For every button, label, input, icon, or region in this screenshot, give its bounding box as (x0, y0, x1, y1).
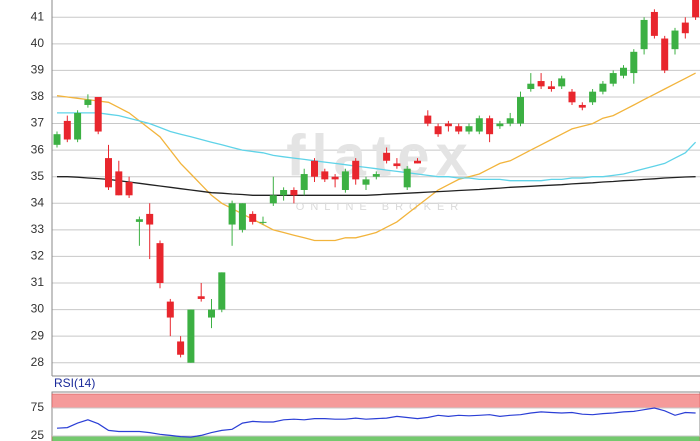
y-tick-label: 38 (31, 89, 45, 103)
candle-body (269, 195, 277, 204)
candle-body (187, 309, 195, 363)
candle-body (650, 11, 658, 36)
y-tick-label: 25 (31, 428, 45, 441)
candle-body (238, 203, 246, 230)
candle-body (74, 112, 82, 140)
rsi-zone (51, 435, 700, 441)
y-tick-label: 28 (31, 355, 45, 369)
moving-average-line (57, 176, 696, 196)
candle-body (125, 182, 133, 196)
candle-body (63, 120, 71, 140)
y-tick-label: 30 (31, 302, 45, 316)
candle-body (620, 67, 627, 76)
candle-body (506, 118, 514, 124)
candle-body (84, 99, 92, 105)
candle-body (146, 213, 154, 225)
candle-body (486, 118, 494, 135)
candle-body (455, 126, 463, 132)
rsi-zone (51, 393, 700, 409)
candle-body (321, 171, 329, 180)
candle-body (547, 86, 555, 90)
candle-body (372, 174, 380, 177)
y-tick-label: 39 (31, 63, 45, 77)
candle-body (228, 203, 236, 225)
candle-body (692, 0, 700, 18)
candle-body (661, 38, 669, 71)
candle-body (362, 179, 370, 185)
candle-body (434, 126, 442, 135)
candle-body (578, 104, 586, 108)
candle-body (568, 91, 576, 103)
candle-body (558, 78, 566, 87)
candle-body (53, 134, 61, 145)
y-tick-label: 41 (31, 9, 45, 23)
candle-body (115, 171, 123, 196)
candle-body (311, 160, 318, 177)
candle-body (341, 171, 349, 190)
rsi-title: RSI(14) (54, 376, 95, 390)
y-tick-label: 36 (31, 142, 45, 156)
candle-body (166, 301, 174, 318)
candle-body (208, 309, 215, 318)
candle-body (177, 341, 185, 355)
candle-body (300, 174, 308, 190)
rsi-line (56, 407, 696, 438)
candle-body (249, 213, 257, 222)
moving-average-line (57, 112, 697, 182)
y-tick-label: 34 (31, 195, 45, 209)
candle-body (475, 118, 483, 132)
candle-body (259, 221, 267, 223)
candle-body (403, 168, 411, 188)
candle-body (331, 176, 339, 180)
candle-body (609, 73, 617, 84)
candle-body (383, 152, 391, 161)
candle-body (599, 83, 607, 92)
candle-body (393, 163, 401, 167)
candle-body (414, 160, 421, 164)
y-tick-label: 33 (31, 222, 45, 236)
y-tick-label: 75 (31, 400, 45, 414)
candle-body (681, 22, 689, 34)
y-tick-label: 37 (31, 116, 45, 130)
y-tick-label: 29 (31, 328, 45, 342)
y-tick-label: 31 (31, 275, 45, 289)
candle-body (496, 123, 504, 127)
y-tick-label: 32 (31, 249, 45, 263)
candle-body (589, 91, 597, 103)
candle-body (280, 189, 288, 196)
candle-body (135, 219, 143, 222)
candle-body (517, 96, 524, 124)
candle-body (444, 123, 452, 127)
candle-body (105, 158, 112, 188)
y-tick-label: 35 (31, 169, 45, 183)
candle-body (197, 296, 205, 299)
moving-average-line (56, 72, 696, 242)
candle-body (94, 96, 102, 132)
candle-body (640, 19, 648, 50)
candle-body (290, 189, 298, 196)
y-tick-label: 40 (31, 36, 45, 50)
candle-body (465, 126, 473, 132)
candle-body (218, 272, 226, 310)
watermark-subtitle: ONLINE BROKER (296, 201, 464, 213)
candle-body (630, 51, 638, 74)
candle-body (352, 160, 360, 180)
candle-body (424, 115, 432, 124)
candle-body (671, 30, 679, 50)
candle-body (527, 83, 535, 90)
candle-body (537, 81, 545, 87)
candle-body (156, 243, 164, 283)
